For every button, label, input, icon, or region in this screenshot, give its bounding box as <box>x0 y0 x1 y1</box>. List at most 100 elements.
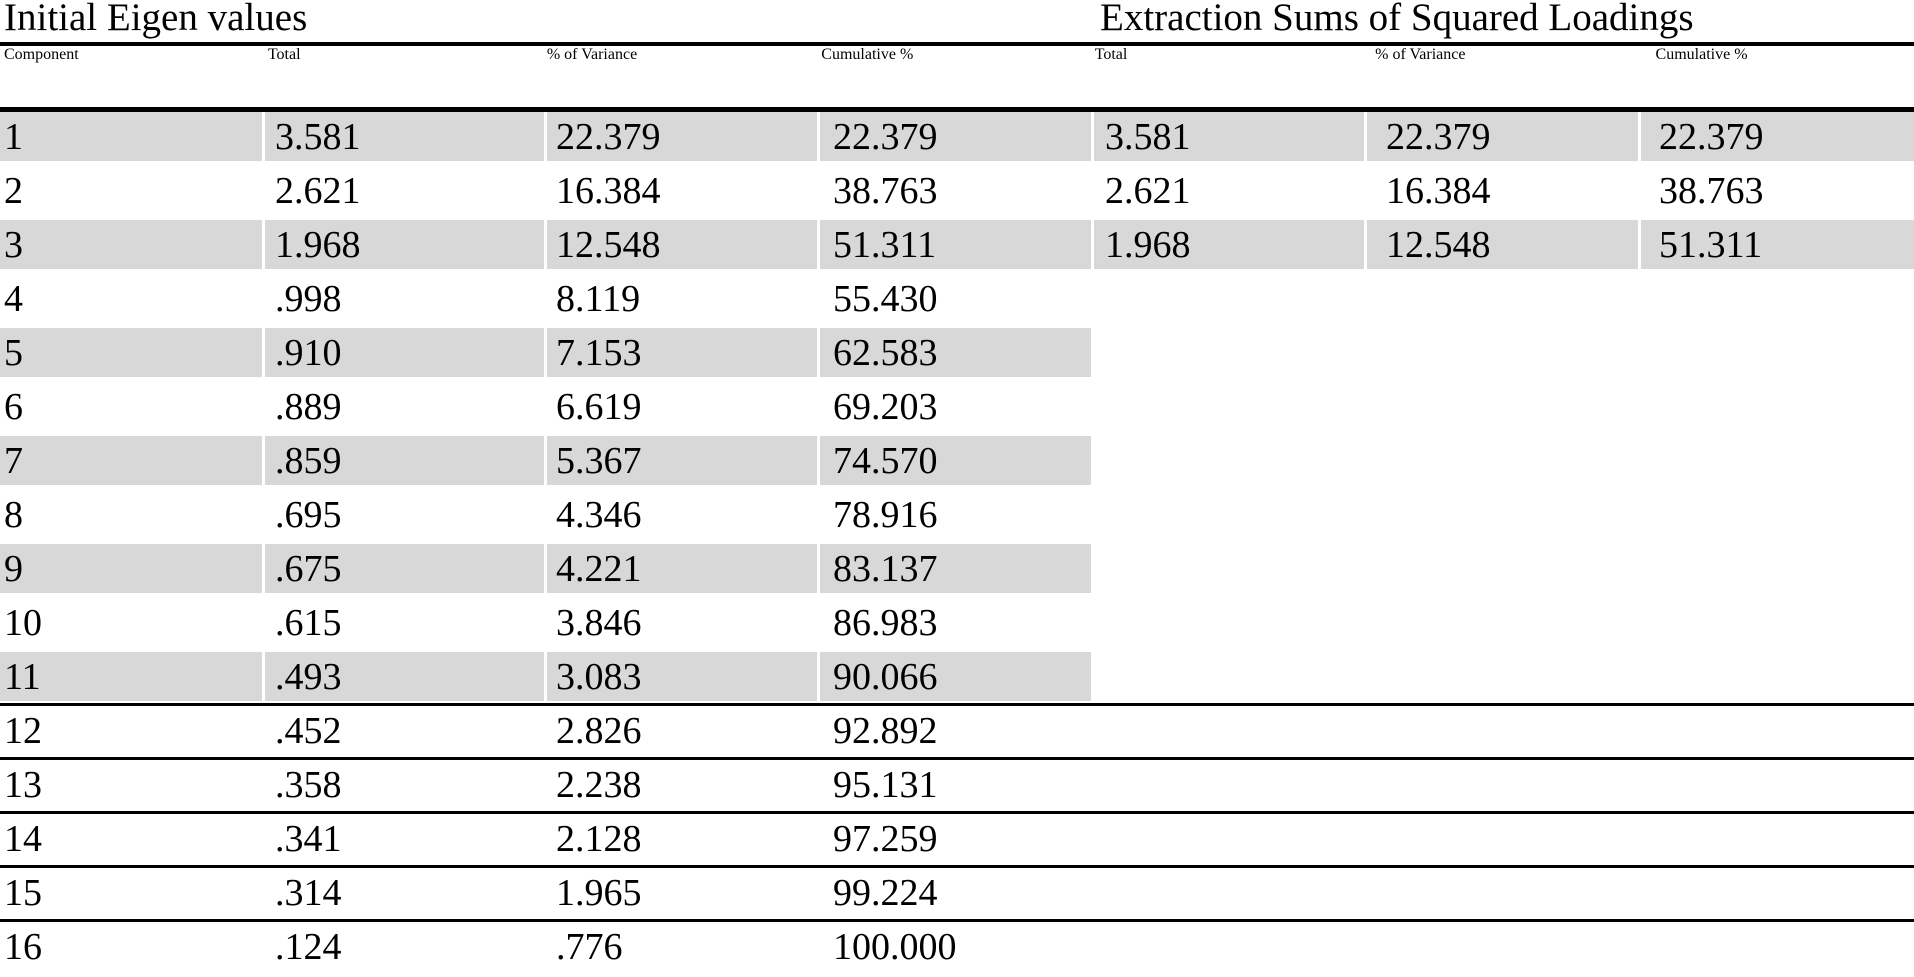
table-cell-initial-cumulative: 99.224 <box>820 868 1094 917</box>
column-header-initial-cumulative: Cumulative % <box>808 46 1084 107</box>
table-cell-extraction-pct-variance <box>1367 436 1641 485</box>
table-cell-initial-total: .493 <box>265 652 547 701</box>
table-cell-extraction-total <box>1094 652 1367 701</box>
table-row: 2 2.621 16.384 38.763 2.621 16.384 38.763 <box>0 166 1914 220</box>
table-cell-component: 3 <box>0 220 265 269</box>
table-cell-initial-pct-variance: .776 <box>547 922 820 971</box>
table-cell-extraction-total <box>1094 706 1367 755</box>
table-cell-extraction-cumulative <box>1641 328 1914 377</box>
table-cell-component: 4 <box>0 274 265 323</box>
table-cell-initial-cumulative: 22.379 <box>820 112 1094 161</box>
table-cell-initial-pct-variance: 8.119 <box>547 274 820 323</box>
table-row: 16.124.776 100.000 <box>0 922 1914 976</box>
table-cell-initial-pct-variance: 16.384 <box>547 166 820 215</box>
table-row: 1 3.581 22.379 22.379 3.581 22.379 22.379 <box>0 112 1914 166</box>
table-cell-extraction-total: 1.968 <box>1094 220 1367 269</box>
table-cell-initial-cumulative: 62.583 <box>820 328 1094 377</box>
table-row: 4.998 8.119 55.430 <box>0 274 1914 328</box>
table-cell-initial-pct-variance: 4.346 <box>547 490 820 539</box>
column-header-initial-pct-variance: % of Variance <box>538 46 809 107</box>
table-cell-initial-pct-variance: 22.379 <box>547 112 820 161</box>
table-cell-initial-total: 3.581 <box>265 112 547 161</box>
table-cell-extraction-cumulative <box>1641 436 1914 485</box>
table-row: 8.695 4.346 78.916 <box>0 490 1914 544</box>
table-cell-initial-cumulative: 51.311 <box>820 220 1094 269</box>
table-cell-initial-total: .358 <box>265 760 547 809</box>
section-title-row: Initial Eigen values Extraction Sums of … <box>0 0 1914 42</box>
table-row: 12.452 2.826 92.892 <box>0 706 1914 760</box>
table-cell-initial-total: .859 <box>265 436 547 485</box>
table-cell-extraction-total <box>1094 490 1367 539</box>
table-cell-extraction-total: 3.581 <box>1094 112 1367 161</box>
table-cell-component: 1 <box>0 112 265 161</box>
table-cell-extraction-total <box>1094 760 1367 809</box>
table-cell-initial-cumulative: 90.066 <box>820 652 1094 701</box>
initial-eigenvalues-title: Initial Eigen values <box>4 0 308 39</box>
table-cell-initial-total: .998 <box>265 274 547 323</box>
table-cell-extraction-pct-variance <box>1367 274 1641 323</box>
table-cell-extraction-cumulative <box>1641 922 1914 971</box>
table-cell-extraction-pct-variance <box>1367 382 1641 431</box>
table-cell-extraction-total <box>1094 436 1367 485</box>
table-cell-initial-pct-variance: 2.826 <box>547 706 820 755</box>
table-cell-initial-pct-variance: 3.083 <box>547 652 820 701</box>
table-cell-component: 16 <box>0 922 265 971</box>
table-cell-initial-total: 1.968 <box>265 220 547 269</box>
table-cell-extraction-pct-variance: 16.384 <box>1367 166 1641 215</box>
column-header-component: Component <box>0 46 258 107</box>
table-cell-initial-total: .615 <box>265 598 547 647</box>
table-cell-extraction-pct-variance <box>1367 652 1641 701</box>
column-header-extraction-total: Total <box>1084 46 1357 107</box>
table-cell-initial-cumulative: 78.916 <box>820 490 1094 539</box>
table-cell-initial-pct-variance: 5.367 <box>547 436 820 485</box>
table-cell-extraction-cumulative <box>1641 598 1914 647</box>
extraction-loadings-title: Extraction Sums of Squared Loadings <box>1100 0 1694 39</box>
table-body: 1 3.581 22.379 22.379 3.581 22.379 22.379 2 2.62… <box>0 112 1914 976</box>
table-cell-extraction-cumulative <box>1641 760 1914 809</box>
table-cell-extraction-cumulative <box>1641 274 1914 323</box>
table-cell-initial-cumulative: 92.892 <box>820 706 1094 755</box>
table-row: 10.615 3.846 86.983 <box>0 598 1914 652</box>
table-cell-extraction-total <box>1094 274 1367 323</box>
table-cell-initial-pct-variance: 2.238 <box>547 760 820 809</box>
table-cell-extraction-cumulative: 22.379 <box>1641 112 1914 161</box>
table-cell-initial-total: .675 <box>265 544 547 593</box>
table-row: 15.314 1.965 99.224 <box>0 868 1914 922</box>
table-cell-extraction-pct-variance <box>1367 598 1641 647</box>
table-row: 14.341 2.128 97.259 <box>0 814 1914 868</box>
table-cell-extraction-pct-variance: 12.548 <box>1367 220 1641 269</box>
table-cell-initial-total: 2.621 <box>265 166 547 215</box>
table-cell-extraction-total <box>1094 814 1367 863</box>
table-cell-extraction-pct-variance <box>1367 544 1641 593</box>
table-cell-extraction-cumulative <box>1641 706 1914 755</box>
table-row: 7.859 5.367 74.570 <box>0 436 1914 490</box>
table-cell-extraction-pct-variance <box>1367 760 1641 809</box>
table-cell-extraction-pct-variance <box>1367 706 1641 755</box>
column-header-initial-total: Total <box>258 46 538 107</box>
table-cell-extraction-total <box>1094 868 1367 917</box>
column-header-extraction-cumulative: Cumulative % <box>1655 46 1748 63</box>
table-cell-extraction-cumulative <box>1641 868 1914 917</box>
rule-under-header <box>0 107 1914 112</box>
table-cell-initial-cumulative: 86.983 <box>820 598 1094 647</box>
table-cell-initial-total: .124 <box>265 922 547 971</box>
table-cell-initial-total: .314 <box>265 868 547 917</box>
column-header-extraction-pct-variance: % of Variance <box>1356 46 1638 107</box>
table-cell-extraction-cumulative <box>1641 382 1914 431</box>
table-cell-initial-total: .695 <box>265 490 547 539</box>
table-row: 6.889 6.619 69.203 <box>0 382 1914 436</box>
table-cell-component: 6 <box>0 382 265 431</box>
table-cell-initial-cumulative: 55.430 <box>820 274 1094 323</box>
rule-under-titles <box>0 42 1914 46</box>
table-cell-extraction-total: 2.621 <box>1094 166 1367 215</box>
table-cell-extraction-total <box>1094 328 1367 377</box>
table-cell-extraction-cumulative: 38.763 <box>1659 169 1764 212</box>
table-cell-extraction-total <box>1094 598 1367 647</box>
table-cell-initial-cumulative: 74.570 <box>820 436 1094 485</box>
table-row: 13.358 2.238 95.131 <box>0 760 1914 814</box>
table-cell-extraction-total <box>1094 382 1367 431</box>
table-cell-initial-total: .341 <box>265 814 547 863</box>
table-cell-extraction-cumulative <box>1641 544 1914 593</box>
table-cell-initial-pct-variance: 7.153 <box>547 328 820 377</box>
table-cell-component: 10 <box>0 598 265 647</box>
